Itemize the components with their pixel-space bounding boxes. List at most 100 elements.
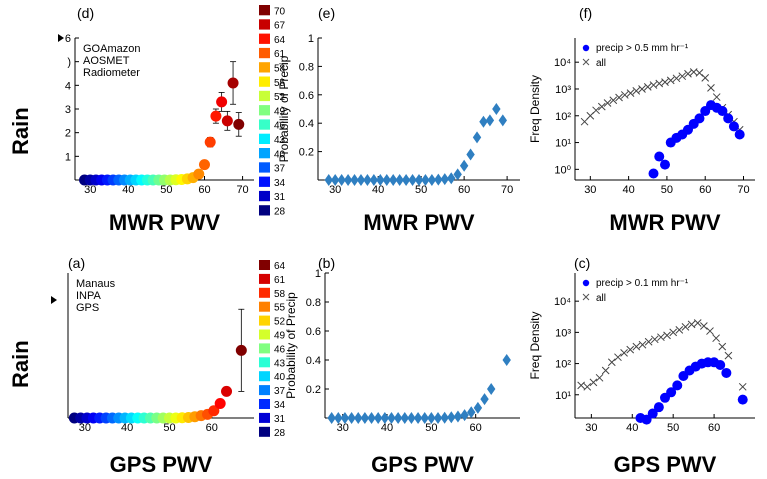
- x-tick-label: 40: [622, 184, 634, 196]
- panel-label: (a): [68, 255, 85, 271]
- data-point-all: [706, 327, 714, 335]
- colorbar-label: 52: [274, 317, 286, 328]
- panel-label: (d): [77, 5, 94, 21]
- x-tick-label: 60: [708, 422, 720, 434]
- data-point-all: [580, 117, 589, 126]
- data-point: [433, 412, 443, 424]
- y-tick-label: 3: [65, 104, 71, 116]
- colorbar-swatch: [259, 5, 270, 16]
- x-tick-label: 40: [381, 422, 393, 434]
- data-point: [350, 174, 359, 186]
- data-point-precip: [641, 414, 652, 425]
- data-point-all: [592, 106, 600, 115]
- data-point: [453, 410, 463, 423]
- data-point-precip: [721, 367, 732, 378]
- colorbar-swatch: [259, 33, 270, 44]
- y-tick-label: 2: [65, 128, 71, 140]
- data-point: [233, 118, 245, 130]
- y-tick-label: 10⁴: [554, 296, 571, 308]
- annotation-line: GOAmazon: [83, 43, 140, 55]
- colorbar-swatch: [259, 412, 270, 423]
- data-point: [401, 174, 411, 186]
- colorbar-label: 55: [274, 78, 286, 89]
- data-point-all: [681, 323, 690, 331]
- x-tick-label: 40: [122, 184, 134, 196]
- colorbar-swatch: [259, 133, 270, 144]
- colorbar-swatch: [259, 315, 270, 326]
- data-point: [485, 114, 495, 127]
- data-point: [334, 412, 343, 424]
- colorbar-label: 40: [274, 149, 286, 160]
- colorbar-label: 58: [274, 63, 286, 74]
- y-tick-label: 1: [315, 268, 321, 280]
- y-tick-label: 0.2: [306, 384, 321, 396]
- legend-entry: precip > 0.5 mm hr⁻¹: [596, 43, 689, 54]
- y-tick-label: 10¹: [555, 390, 571, 402]
- data-point-all: [638, 85, 646, 93]
- data-point-all: [626, 89, 635, 97]
- data-point: [447, 411, 456, 424]
- colorbar-swatch: [259, 273, 270, 284]
- y-tick-label: 0.2: [299, 147, 314, 159]
- data-point-all: [601, 366, 610, 375]
- data-point-precip: [654, 151, 665, 162]
- data-point-precip: [734, 129, 745, 140]
- x-tick-label: 60: [198, 184, 210, 196]
- annotation-line: GPS: [76, 302, 99, 314]
- data-point-all: [700, 322, 708, 330]
- y-tick-label: 10⁴: [554, 57, 571, 69]
- data-point-all: [615, 93, 623, 102]
- rain-label-bottom: Rain: [8, 340, 33, 388]
- data-point-all: [675, 326, 684, 334]
- data-point: [330, 174, 340, 186]
- data-point: [210, 110, 222, 122]
- colorbar-label: 64: [274, 261, 286, 272]
- x-tick-label: 50: [425, 422, 437, 434]
- data-point: [498, 114, 508, 127]
- data-point-all: [701, 74, 710, 82]
- data-point-all: [620, 349, 628, 357]
- colorbar-label: 28: [274, 428, 286, 439]
- colorbar-label: 49: [274, 331, 286, 342]
- panel-f: (f) 30 40 50 60 70 10⁰ 10¹ 10² 10³ 10⁴ MWR PWV Freq …: [528, 5, 755, 235]
- y-tick-label: 0.4: [299, 118, 314, 130]
- data-point-all: [738, 382, 747, 391]
- data-point-precip: [648, 168, 659, 179]
- colorbar-label: 37: [274, 386, 286, 397]
- x-tick-label: 50: [667, 422, 679, 434]
- data-point: [193, 168, 205, 180]
- data-point-all: [638, 340, 647, 349]
- data-point: [447, 172, 456, 185]
- data-point: [382, 174, 391, 186]
- data-point: [387, 412, 396, 424]
- colorbar-swatch: [259, 148, 270, 159]
- x-tick-label: 40: [121, 422, 133, 434]
- data-point-all: [626, 345, 635, 354]
- x-tick-label: 30: [84, 184, 96, 196]
- data-point-all: [712, 334, 720, 343]
- data-point-all: [678, 72, 687, 81]
- data-point-all: [707, 84, 715, 92]
- colorbar-label: 61: [274, 49, 286, 60]
- colorbar-swatch: [259, 62, 270, 73]
- panel-label: (b): [318, 255, 335, 271]
- colorbar-label: 34: [274, 400, 286, 411]
- data-point: [363, 174, 372, 186]
- annotation-line: AOSMET: [83, 55, 130, 67]
- data-point: [389, 174, 398, 186]
- data-point-all: [655, 79, 664, 88]
- data-point: [480, 393, 489, 406]
- data-point: [373, 412, 383, 424]
- colorbar-swatch: [259, 76, 270, 87]
- colorbar-mwr: 70 67 64 61 58 55 52 49 46 43 40 37 34 31 28: [259, 5, 286, 217]
- y-tick-label: 10¹: [555, 138, 571, 150]
- x-axis-label: GPS PWV: [110, 452, 213, 477]
- x-axis-label: MWR PWV: [109, 210, 221, 235]
- x-tick-label: 50: [415, 184, 427, 196]
- data-point-precip: [717, 106, 728, 117]
- data-point: [221, 115, 233, 127]
- colorbar-label: 70: [274, 6, 286, 17]
- y-tick-label: 0.6: [299, 90, 314, 102]
- data-point: [472, 131, 482, 144]
